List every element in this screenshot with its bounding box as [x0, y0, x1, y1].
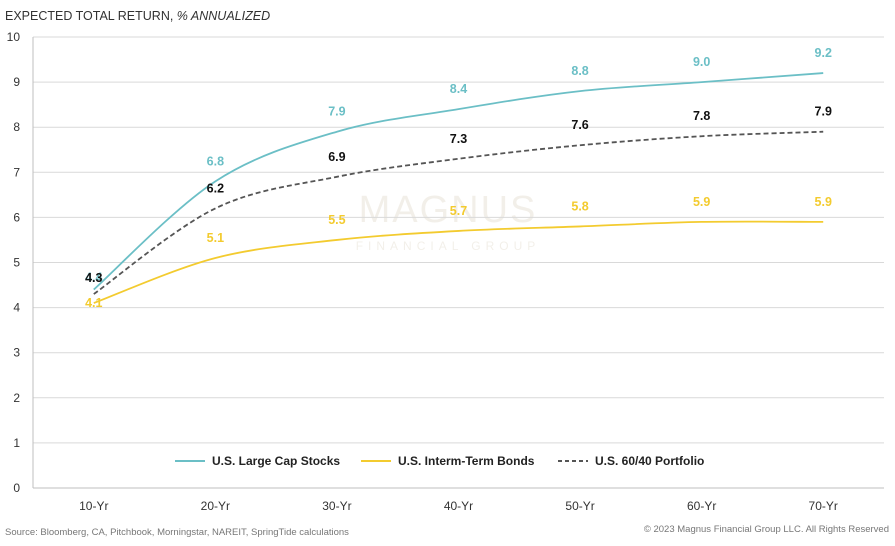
data-label: 4.1 — [85, 296, 102, 310]
data-label: 7.6 — [571, 118, 588, 132]
x-tick-label: 70-Yr — [809, 499, 838, 513]
data-label: 7.3 — [450, 132, 467, 146]
data-label: 5.9 — [693, 195, 710, 209]
data-label: 4.4 — [85, 271, 102, 285]
series-line-1 — [93, 220, 824, 304]
y-tick-label: 2 — [13, 391, 20, 405]
y-tick-label: 5 — [13, 256, 20, 270]
data-label: 5.1 — [207, 231, 224, 245]
y-tick-label: 3 — [13, 346, 20, 360]
series-lines — [93, 72, 824, 304]
series-line-2 — [93, 130, 824, 295]
legend-label: U.S. Large Cap Stocks — [212, 454, 340, 468]
data-label: 7.9 — [815, 105, 832, 119]
source-note: Source: Bloomberg, CA, Pitchbook, Mornin… — [5, 527, 349, 538]
y-tick-label: 6 — [13, 210, 20, 224]
data-label: 9.2 — [815, 46, 832, 60]
y-tick-label: 7 — [13, 165, 20, 179]
gridlines — [33, 36, 884, 489]
x-tick-label: 20-Yr — [201, 499, 230, 513]
data-label: 7.8 — [693, 109, 710, 123]
y-tick-label: 8 — [13, 120, 20, 134]
watermark-logo-text: MAGNUS — [359, 189, 538, 231]
legend-label: U.S. 60/40 Portfolio — [595, 454, 704, 468]
data-label: 8.4 — [450, 82, 467, 96]
data-label: 7.9 — [328, 105, 345, 119]
x-tick-label: 30-Yr — [322, 499, 351, 513]
y-tick-label: 0 — [13, 481, 20, 495]
data-label: 8.8 — [571, 64, 588, 78]
data-label: 6.9 — [328, 150, 345, 164]
data-label: 9.0 — [693, 55, 710, 69]
data-label: 5.7 — [450, 204, 467, 218]
chart-title-main: EXPECTED TOTAL RETURN, — [5, 9, 177, 23]
data-label: 6.2 — [207, 181, 224, 195]
chart-title-italic: % ANNUALIZED — [177, 9, 270, 23]
x-tick-label: 60-Yr — [687, 499, 716, 513]
watermark: MAGNUS FINANCIAL GROUP — [356, 189, 541, 253]
legend-label: U.S. Interm-Term Bonds — [398, 454, 535, 468]
series-line-0 — [93, 72, 824, 291]
y-tick-label: 4 — [13, 301, 20, 315]
data-label: 5.9 — [815, 195, 832, 209]
x-tick-label: 10-Yr — [79, 499, 108, 513]
data-labels: 4.4 6.8 7.9 8.4 8.8 9.0 9.2 4.1 5.1 5.5 5.7 5.8 5.9 5… — [85, 46, 832, 310]
data-label: 5.5 — [328, 213, 345, 227]
data-label: 4.3 — [85, 271, 102, 285]
watermark-subtext: FINANCIAL GROUP — [356, 239, 541, 253]
data-label: 6.8 — [207, 154, 224, 168]
x-tick-label: 50-Yr — [565, 499, 594, 513]
chart-title: EXPECTED TOTAL RETURN, % ANNUALIZED — [5, 9, 270, 23]
y-tick-label: 1 — [13, 436, 20, 450]
data-label: 5.8 — [571, 199, 588, 213]
y-tick-label: 9 — [13, 75, 20, 89]
y-tick-label: 10 — [7, 30, 21, 44]
copyright-note: © 2023 Magnus Financial Group LLC. All R… — [644, 524, 889, 535]
x-tick-label: 40-Yr — [444, 499, 473, 513]
legend: U.S. Large Cap Stocks U.S. Interm-Term Bo… — [175, 454, 704, 468]
axes: 0 1 2 3 4 5 6 7 8 9 10 10-Yr 20-Yr 30-Yr 40-Yr 50-Yr 60-… — [7, 30, 884, 513]
